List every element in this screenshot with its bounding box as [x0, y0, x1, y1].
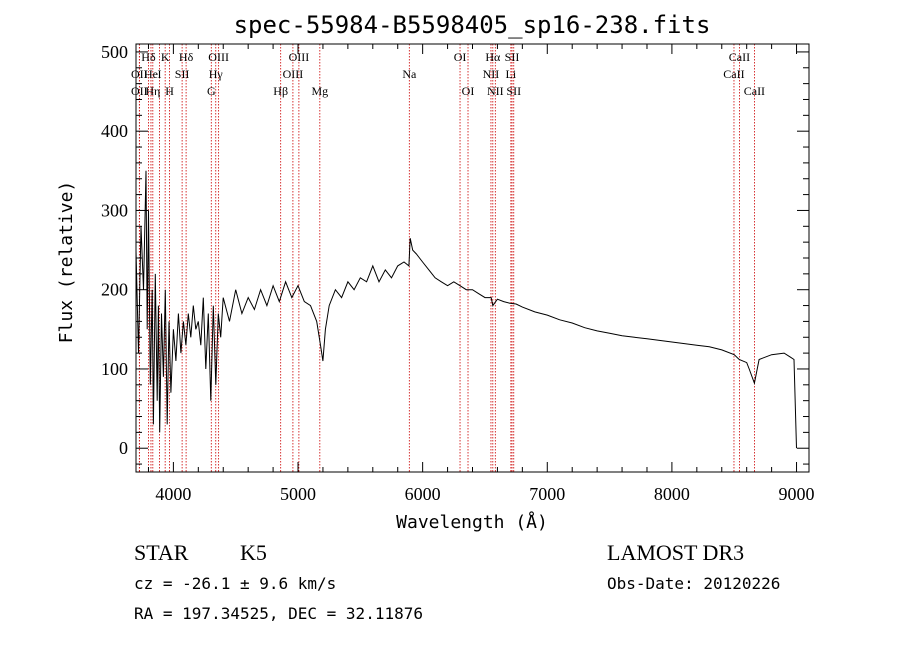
- x-axis-label: Wavelength (Å): [396, 511, 548, 533]
- line-label-9: SII: [175, 67, 190, 81]
- obs-date-text: Obs-Date: 20120226: [607, 574, 780, 593]
- line-label-25: SII: [506, 84, 521, 98]
- line-label-14: OIII: [289, 50, 310, 64]
- y-tick-label: 200: [101, 280, 128, 300]
- y-axis-label: Flux (relative): [56, 181, 77, 344]
- x-tick-label: 8000: [654, 484, 690, 504]
- y-axis-ticks: 0 100 200 300 400 500: [101, 42, 809, 465]
- line-label-11: Hγ: [209, 67, 224, 81]
- line-label-2: OII: [131, 84, 148, 98]
- y-tick-label: 0: [119, 438, 128, 458]
- line-label-15: OIII: [283, 67, 304, 81]
- line-label-24: NII: [487, 84, 504, 98]
- line-label-21: SII: [505, 50, 520, 64]
- plot-frame: [135, 43, 810, 473]
- line-label-12: G: [207, 84, 216, 98]
- line-label-7: H: [165, 84, 174, 98]
- y-tick-label: 400: [101, 121, 128, 141]
- chart-title: spec-55984-B5598405_sp16-238.fits: [234, 11, 711, 39]
- spectral-line-markers: [138, 44, 755, 472]
- line-label-23: Li: [506, 67, 517, 81]
- line-label-5: K: [161, 50, 170, 64]
- line-label-19: OI: [462, 84, 475, 98]
- line-label-6: I: [158, 67, 162, 81]
- line-label-8: Hδ: [179, 50, 194, 64]
- survey-name: LAMOST DR3: [607, 540, 744, 565]
- y-tick-label: 500: [101, 42, 128, 62]
- line-label-1: OII: [131, 67, 148, 81]
- object-class: STAR: [134, 540, 189, 565]
- line-label-3: He: [144, 67, 158, 81]
- x-tick-label: 7000: [529, 484, 565, 504]
- coordinates-text: RA = 197.34525, DEC = 32.11876: [134, 604, 423, 623]
- line-label-20: Hα: [485, 50, 501, 64]
- x-axis-ticks: 4000 5000 6000 7000 8000 9000: [147, 44, 815, 504]
- line-label-18: OI: [454, 50, 467, 64]
- y-tick-label: 300: [101, 200, 128, 220]
- line-label-16: Mg: [311, 84, 328, 98]
- object-subclass: K5: [240, 540, 267, 565]
- redshift-text: cz = -26.1 ± 9.6 km/s: [134, 574, 336, 593]
- line-label-13: Hβ: [273, 84, 288, 98]
- x-tick-label: 9000: [779, 484, 815, 504]
- x-tick-label: 5000: [280, 484, 316, 504]
- spectrum-series-line: [135, 170, 797, 449]
- line-label-27: CaII: [723, 67, 744, 81]
- x-tick-label: 4000: [155, 484, 191, 504]
- line-label-28: CaII: [744, 84, 765, 98]
- line-label-10: OIII: [208, 50, 229, 64]
- line-label-0: Hδ: [141, 50, 156, 64]
- line-label-22: NII: [483, 67, 500, 81]
- line-label-17: Na: [402, 67, 417, 81]
- line-label-26: CaII: [729, 50, 750, 64]
- y-tick-label: 100: [101, 359, 128, 379]
- line-label-4: Hη: [145, 84, 160, 98]
- x-tick-label: 6000: [405, 484, 441, 504]
